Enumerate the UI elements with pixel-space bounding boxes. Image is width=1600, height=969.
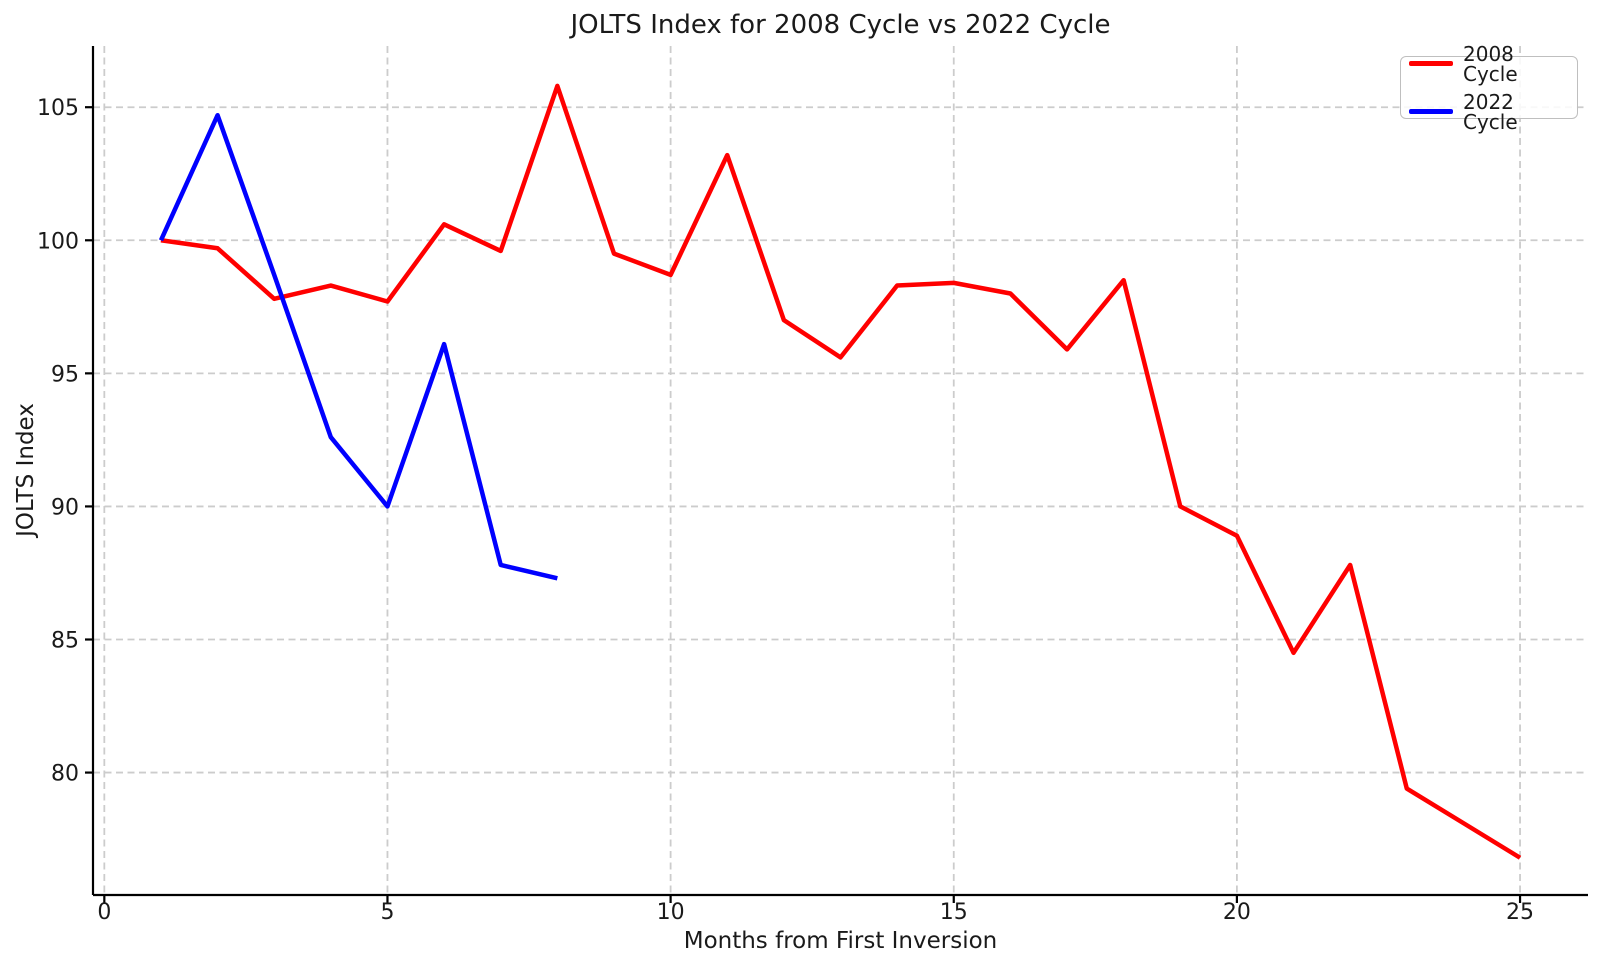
series-line-2008-cycle [160, 83, 1522, 860]
y-tick-label: 80 [51, 762, 79, 787]
y-axis-label-text: JOLTS Index [13, 403, 39, 537]
x-tick-label: 20 [1223, 900, 1251, 925]
x-tick-label: 5 [380, 900, 394, 925]
x-tick-label: 10 [657, 900, 685, 925]
legend-item-2008: 2008 Cycle [1409, 44, 1567, 84]
legend-line-sample-2008 [1409, 61, 1453, 66]
x-tick-label: 0 [97, 900, 111, 925]
x-tick-label: 25 [1506, 900, 1534, 925]
x-axis-label: Months from First Inversion [683, 928, 998, 954]
chart-title: JOLTS Index for 2008 Cycle vs 2022 Cycle [570, 10, 1111, 40]
y-tick-label: 100 [37, 229, 79, 254]
y-tick-label: 90 [51, 495, 79, 520]
legend-label-2008: 2008 Cycle [1463, 41, 1518, 86]
legend-line-sample-2022 [1409, 109, 1453, 114]
legend-item-2022: 2022 Cycle [1409, 92, 1567, 132]
y-tick-label: 105 [37, 96, 79, 121]
series-line-2022-cycle [158, 112, 558, 581]
legend: 2008 Cycle 2022 Cycle [1400, 44, 1578, 132]
legend-label-2022: 2022 Cycle [1463, 89, 1518, 134]
y-tick-label: 85 [51, 629, 79, 654]
y-tick-label: 95 [51, 362, 79, 387]
x-tick-label: 15 [940, 900, 968, 925]
y-axis-label: JOLTS Index [13, 403, 39, 537]
